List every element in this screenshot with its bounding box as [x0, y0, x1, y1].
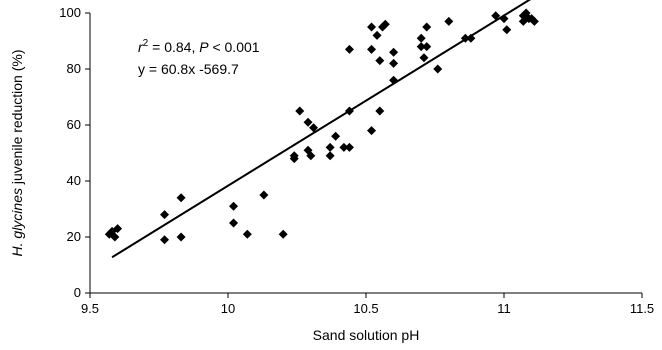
data-point — [380, 19, 390, 29]
data-point — [389, 58, 399, 68]
data-point — [113, 224, 123, 234]
data-point — [529, 16, 539, 26]
data-point — [278, 229, 288, 239]
data-point — [331, 131, 341, 141]
data-point — [344, 106, 354, 116]
data-point — [502, 25, 512, 35]
data-point — [325, 142, 335, 152]
data-points — [104, 8, 539, 245]
plot-area: 9.5 10 10.5 11 11.5 0 20 40 60 80 100 — [59, 0, 654, 316]
regression-equation: y = 60.8x -569.7 — [138, 61, 239, 77]
p-symbol: P — [199, 39, 209, 55]
x-tick-label: 11.5 — [630, 301, 654, 316]
data-point — [372, 30, 382, 40]
data-point — [367, 126, 377, 136]
r2-superscript: 2 — [143, 38, 149, 49]
data-point — [375, 56, 385, 66]
y-tick-label: 20 — [67, 229, 81, 244]
y-ticks: 0 20 40 60 80 100 — [59, 5, 90, 300]
data-point — [419, 53, 429, 63]
y-tick-label: 80 — [67, 61, 81, 76]
r2-symbol: r — [138, 39, 144, 55]
data-point — [389, 47, 399, 57]
data-point — [422, 22, 432, 32]
r2-annotation: r2 = 0.84, P < 0.001 — [138, 38, 260, 55]
data-point — [367, 22, 377, 32]
data-point — [160, 210, 170, 220]
x-tick-label: 11 — [497, 301, 511, 316]
x-tick-label: 10.5 — [353, 301, 378, 316]
data-point — [176, 232, 186, 242]
data-point — [160, 235, 170, 245]
data-point — [176, 193, 186, 203]
data-point — [289, 154, 299, 164]
data-point — [422, 42, 432, 52]
data-point — [460, 33, 470, 43]
data-point — [110, 232, 120, 242]
data-point — [309, 123, 319, 133]
data-point — [466, 33, 476, 43]
data-point — [325, 151, 335, 161]
y-axis-title-rest: juvenile reduction (%) — [9, 50, 25, 189]
data-point — [416, 42, 426, 52]
data-point — [339, 142, 349, 152]
y-axis-title: H. glycines juvenile reduction (%) — [9, 50, 25, 257]
y-tick-label: 60 — [67, 117, 81, 132]
data-point — [295, 106, 305, 116]
data-point — [444, 16, 454, 26]
p-value: < 0.001 — [209, 39, 260, 55]
data-point — [259, 190, 269, 200]
y-tick-label: 100 — [59, 5, 81, 20]
x-axis-title: Sand solution pH — [313, 327, 420, 343]
data-point — [375, 106, 385, 116]
data-point — [229, 201, 239, 211]
r2-value: = 0.84, — [148, 39, 199, 55]
data-point — [303, 117, 313, 127]
x-ticks: 9.5 10 10.5 11 11.5 — [81, 293, 654, 316]
data-point — [491, 11, 501, 21]
data-point — [367, 44, 377, 54]
data-point — [229, 218, 239, 228]
y-tick-label: 0 — [74, 285, 81, 300]
y-axis-title-italic: H. glycines — [9, 188, 25, 256]
data-point — [344, 142, 354, 152]
data-point — [389, 75, 399, 85]
y-tick-label: 40 — [67, 173, 81, 188]
trendline — [111, 0, 532, 259]
data-point — [306, 151, 316, 161]
x-tick-label: 10 — [221, 301, 235, 316]
x-tick-label: 9.5 — [81, 301, 99, 316]
data-point — [416, 33, 426, 43]
data-point — [242, 229, 252, 239]
data-point — [499, 14, 509, 24]
data-point — [344, 44, 354, 54]
data-point — [433, 64, 443, 74]
